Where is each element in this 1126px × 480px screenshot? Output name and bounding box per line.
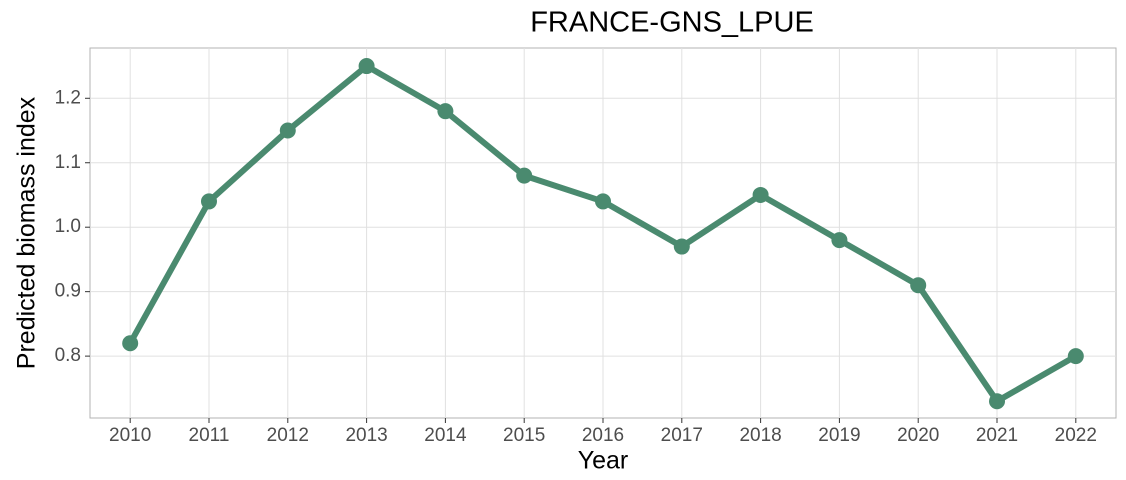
x-tick-label: 2012	[267, 425, 309, 446]
x-tick-label: 2011	[189, 425, 230, 446]
x-tick-label: 2014	[424, 425, 467, 446]
x-tick-label: 2010	[109, 425, 151, 446]
y-tick-label: 0.8	[55, 345, 81, 366]
data-point	[516, 167, 533, 184]
x-tick-label: 2013	[345, 425, 387, 446]
y-tick-label: 1.2	[55, 87, 81, 108]
data-point	[358, 58, 375, 75]
y-tick-label: 1.0	[55, 216, 81, 237]
x-tick-label: 2016	[582, 425, 624, 446]
data-point	[989, 393, 1006, 410]
data-point	[1067, 348, 1084, 365]
x-tick-label: 2022	[1055, 425, 1097, 446]
x-axis-title: Year	[578, 447, 629, 475]
x-tick-label: 2019	[818, 425, 860, 446]
data-point	[752, 186, 769, 203]
data-point	[831, 232, 848, 249]
y-tick-label: 0.9	[55, 281, 81, 302]
data-point	[595, 193, 611, 210]
x-tick-label: 2017	[661, 425, 703, 446]
x-tick-label: 2021	[976, 425, 1018, 446]
y-tick-label: 1.1	[55, 152, 81, 173]
y-axis-title: Predicted biomass index	[13, 96, 41, 369]
data-point	[122, 335, 139, 352]
x-tick-label: 2018	[739, 425, 781, 446]
data-point	[437, 103, 454, 120]
data-point	[200, 193, 217, 210]
chart-title: FRANCE-GNS_LPUE	[530, 7, 814, 39]
data-point	[279, 122, 296, 139]
x-tick-label: 2020	[897, 425, 939, 446]
data-point	[673, 238, 690, 255]
x-tick-label: 2015	[503, 425, 545, 446]
data-point	[910, 277, 927, 294]
